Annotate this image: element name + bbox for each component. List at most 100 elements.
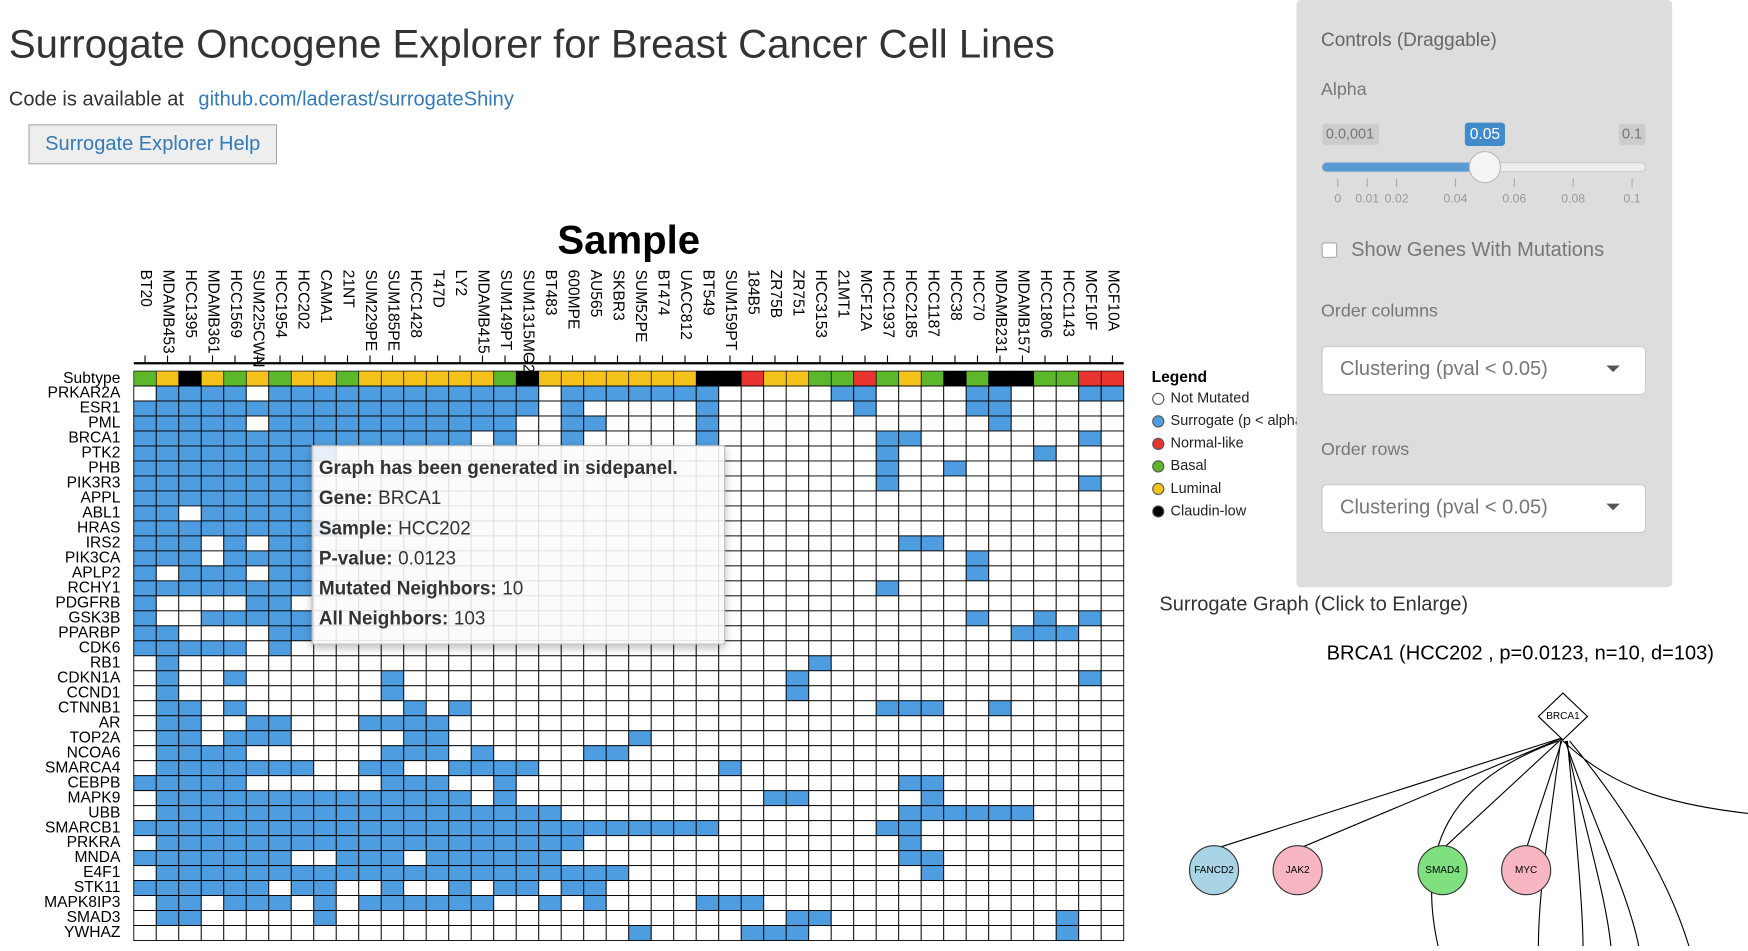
heatmap-cell[interactable] xyxy=(245,640,270,657)
heatmap-cell[interactable] xyxy=(245,400,270,417)
heatmap-cell[interactable] xyxy=(943,460,967,477)
heatmap-cell[interactable] xyxy=(740,505,765,522)
heatmap-cell[interactable] xyxy=(628,415,652,432)
heatmap-cell[interactable] xyxy=(763,385,787,402)
heatmap-cell[interactable] xyxy=(245,865,270,882)
heatmap-cell[interactable] xyxy=(785,550,810,567)
heatmap-cell[interactable] xyxy=(965,835,990,852)
heatmap-cell[interactable] xyxy=(268,670,292,687)
heatmap-cell[interactable] xyxy=(223,475,247,492)
heatmap-cell[interactable] xyxy=(583,820,607,837)
heatmap-cell[interactable] xyxy=(965,655,990,672)
heatmap-cell[interactable] xyxy=(1010,610,1035,627)
heatmap-cell[interactable] xyxy=(380,880,405,897)
heatmap-cell[interactable] xyxy=(290,640,315,657)
heatmap-cell[interactable] xyxy=(605,430,630,447)
heatmap-cell[interactable] xyxy=(920,745,945,762)
heatmap-cell[interactable] xyxy=(920,640,945,657)
heatmap-cell[interactable] xyxy=(245,775,270,792)
heatmap-cell[interactable] xyxy=(1100,820,1125,837)
heatmap-cell[interactable] xyxy=(425,895,450,912)
heatmap-cell[interactable] xyxy=(650,850,675,867)
heatmap-cell[interactable] xyxy=(1055,505,1080,522)
heatmap-cell[interactable] xyxy=(178,460,202,477)
heatmap-cell[interactable] xyxy=(1010,625,1035,642)
heatmap-cell[interactable] xyxy=(448,820,472,837)
heatmap-cell[interactable] xyxy=(763,430,787,447)
heatmap-cell[interactable] xyxy=(920,445,945,462)
heatmap-cell[interactable] xyxy=(988,775,1012,792)
heatmap-cell[interactable] xyxy=(920,400,945,417)
heatmap-cell[interactable] xyxy=(155,715,180,732)
heatmap-cell[interactable] xyxy=(965,535,990,552)
heatmap-cell[interactable] xyxy=(943,595,967,612)
heatmap-cell[interactable] xyxy=(403,910,427,926)
heatmap-cell[interactable] xyxy=(290,670,315,687)
heatmap-cell[interactable] xyxy=(223,865,247,882)
heatmap-cell[interactable] xyxy=(943,535,967,552)
heatmap-cell[interactable] xyxy=(335,895,360,912)
heatmap-cell[interactable] xyxy=(200,730,225,747)
heatmap-cell[interactable] xyxy=(605,790,630,807)
heatmap-cell[interactable] xyxy=(245,910,270,926)
heatmap-cell[interactable] xyxy=(538,715,562,732)
heatmap-cell[interactable] xyxy=(830,775,855,792)
heatmap-cell[interactable] xyxy=(560,685,585,702)
heatmap-cell[interactable] xyxy=(898,850,922,867)
heatmap-cell[interactable] xyxy=(223,880,247,897)
heatmap-cell[interactable] xyxy=(965,730,990,747)
heatmap-cell[interactable] xyxy=(943,625,967,642)
heatmap-cell[interactable] xyxy=(223,700,247,717)
heatmap-cell[interactable] xyxy=(155,790,180,807)
heatmap-cell[interactable] xyxy=(178,775,202,792)
heatmap-cell[interactable] xyxy=(200,520,225,537)
heatmap-cell[interactable] xyxy=(313,400,337,417)
heatmap-cell[interactable] xyxy=(403,670,427,687)
heatmap-cell[interactable] xyxy=(358,835,382,852)
heatmap-cell[interactable] xyxy=(425,850,450,867)
heatmap-cell[interactable] xyxy=(335,730,360,747)
heatmap-cell[interactable] xyxy=(718,865,742,882)
heatmap-cell[interactable] xyxy=(808,385,832,402)
heatmap-cell[interactable] xyxy=(313,910,337,926)
heatmap-cell[interactable] xyxy=(943,775,967,792)
heatmap-cell[interactable] xyxy=(245,445,270,462)
heatmap-cell[interactable] xyxy=(470,685,495,702)
heatmap-cell[interactable] xyxy=(988,880,1012,897)
heatmap-cell[interactable] xyxy=(425,760,450,777)
heatmap-cell[interactable] xyxy=(380,850,405,867)
heatmap-cell[interactable] xyxy=(133,670,157,687)
heatmap-cell[interactable] xyxy=(605,760,630,777)
heatmap-cell[interactable] xyxy=(380,895,405,912)
heatmap-cell[interactable] xyxy=(920,655,945,672)
heatmap-cell[interactable] xyxy=(1033,610,1057,627)
heatmap-cell[interactable] xyxy=(155,475,180,492)
heatmap-cell[interactable] xyxy=(245,535,270,552)
heatmap-cell[interactable] xyxy=(493,790,517,807)
heatmap-cell[interactable] xyxy=(268,655,292,672)
heatmap-cell[interactable] xyxy=(808,820,832,837)
heatmap-cell[interactable] xyxy=(875,580,900,597)
heatmap-cell[interactable] xyxy=(875,745,900,762)
heatmap-cell[interactable] xyxy=(673,655,697,672)
heatmap-cell[interactable] xyxy=(358,730,382,747)
heatmap-cell[interactable] xyxy=(313,715,337,732)
heatmap-cell[interactable] xyxy=(875,550,900,567)
heatmap-cell[interactable] xyxy=(560,415,585,432)
heatmap-cell[interactable] xyxy=(448,715,472,732)
heatmap-cell[interactable] xyxy=(853,535,877,552)
heatmap-cell[interactable] xyxy=(1100,880,1125,897)
heatmap-cell[interactable] xyxy=(133,850,157,867)
heatmap-cell[interactable] xyxy=(1033,865,1057,882)
heatmap-cell[interactable] xyxy=(1100,385,1125,402)
heatmap-cell[interactable] xyxy=(763,490,787,507)
heatmap-cell[interactable] xyxy=(425,805,450,822)
heatmap-cell[interactable] xyxy=(268,565,292,582)
heatmap-cell[interactable] xyxy=(403,730,427,747)
heatmap-cell[interactable] xyxy=(1010,820,1035,837)
heatmap-cell[interactable] xyxy=(133,700,157,717)
heatmap-cell[interactable] xyxy=(223,595,247,612)
heatmap-cell[interactable] xyxy=(1033,595,1057,612)
heatmap-cell[interactable] xyxy=(1078,520,1102,537)
heatmap-cell[interactable] xyxy=(290,625,315,642)
